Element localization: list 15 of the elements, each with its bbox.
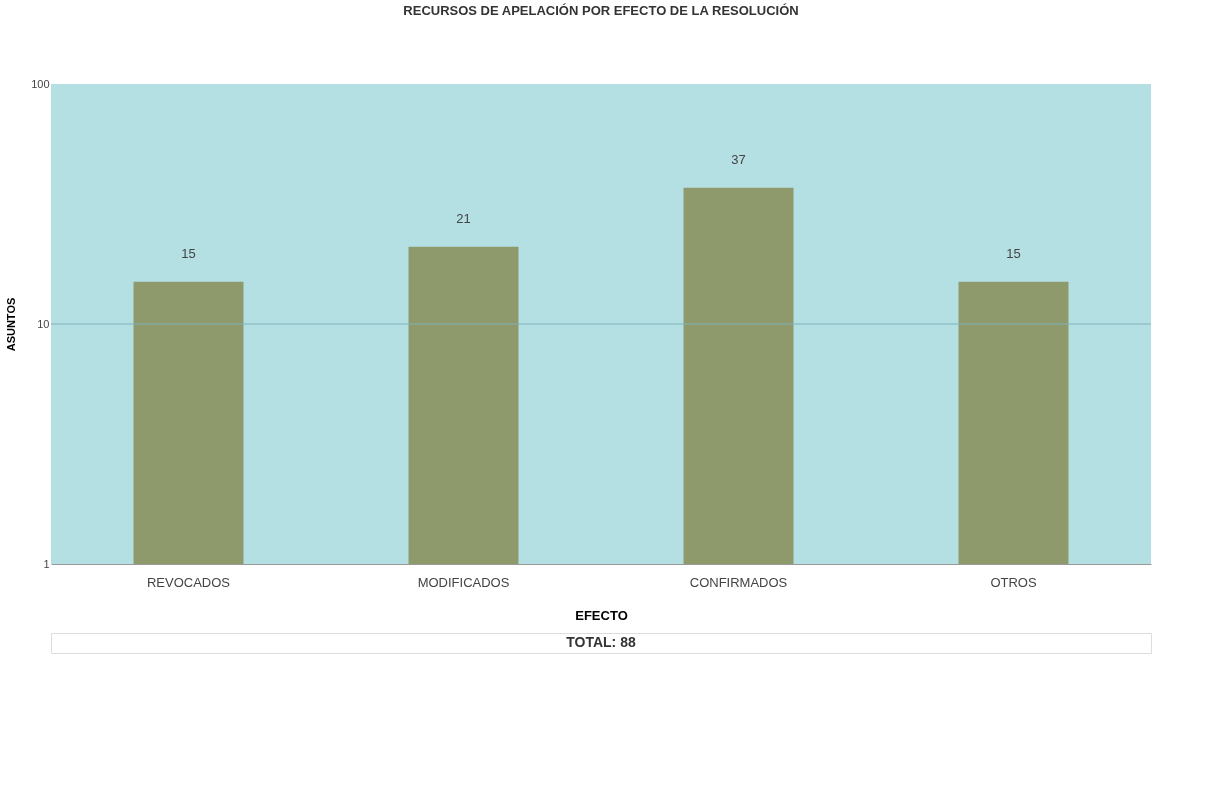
x-tick-label: REVOCADOS [146,574,231,590]
y-axis-title: ASUNTOS [5,297,18,352]
y-tick-label: 10 [37,317,50,330]
data-label: 37 [731,151,746,167]
data-label: 15 [1006,245,1021,261]
x-tick-label: MODIFICADOS [417,574,510,590]
x-tick-label: CONFIRMADOS [689,574,788,590]
x-axis-title: EFECTO [575,607,628,623]
data-label: 15 [181,245,196,261]
x-tick-label: OTROS [990,574,1037,590]
text: TOTAL: 88 [566,634,636,650]
data-label: 21 [456,210,471,226]
y-tick-label: 100 [31,77,50,90]
y-tick-label: 1 [43,557,50,570]
chart-title: RECURSOS DE APELACIÓN POR EFECTO DE LA RESOLUCIÓN [403,3,799,18]
